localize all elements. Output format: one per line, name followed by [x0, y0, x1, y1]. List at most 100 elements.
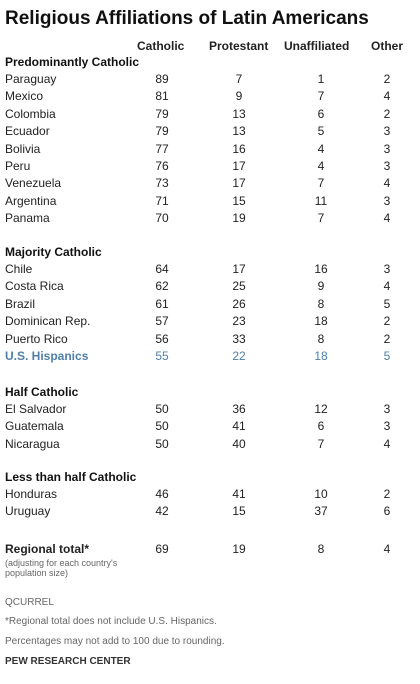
- table-row: El Salvador 50 36 12 3: [0, 402, 420, 419]
- cell-value: 41: [232, 487, 246, 501]
- row-label: El Salvador: [5, 402, 67, 416]
- cell-value: 2: [383, 487, 391, 501]
- column-header-protestant: Protestant: [209, 39, 269, 53]
- table-row: Paraguay 89 7 1 2: [0, 72, 420, 89]
- cell-value: 89: [155, 72, 169, 86]
- cell-value: 19: [232, 542, 246, 556]
- cell-value: 8: [317, 542, 325, 556]
- column-header-unaffiliated: Unaffiliated: [284, 39, 350, 53]
- cell-value: 3: [383, 194, 391, 208]
- table-row: Chile 64 17 16 3: [0, 262, 420, 279]
- row-label: Chile: [5, 262, 33, 276]
- regional-total-note: (adjusting for each country's population…: [5, 558, 118, 578]
- cell-value: 55: [155, 349, 169, 363]
- table-row: Argentina 71 15 11 3: [0, 194, 420, 211]
- cell-value: 3: [383, 159, 391, 173]
- column-header-catholic: Catholic: [137, 39, 185, 53]
- cell-value: 4: [317, 142, 325, 156]
- cell-value: 7: [317, 211, 325, 225]
- source-code: QCURREL: [5, 597, 54, 608]
- row-label: Regional total*: [5, 542, 90, 556]
- cell-value: 46: [155, 487, 169, 501]
- cell-value: 6: [317, 107, 325, 121]
- cell-value: 61: [155, 297, 169, 311]
- cell-value: 15: [232, 194, 246, 208]
- cell-value: 5: [317, 124, 325, 138]
- row-label: Panama: [5, 211, 50, 225]
- cell-value: 6: [383, 504, 391, 518]
- cell-value: 10: [314, 487, 328, 501]
- cell-value: 73: [155, 176, 169, 190]
- cell-value: 18: [314, 314, 328, 328]
- cell-value: 79: [155, 107, 169, 121]
- cell-value: 2: [383, 332, 391, 346]
- section-label: Half Catholic: [5, 385, 79, 399]
- row-label: U.S. Hispanics: [5, 349, 89, 363]
- cell-value: 37: [314, 504, 328, 518]
- table-row: Honduras 46 41 10 2: [0, 487, 420, 504]
- cell-value: 50: [155, 437, 169, 451]
- table-row: Puerto Rico 56 33 8 2: [0, 332, 420, 349]
- cell-value: 17: [232, 176, 246, 190]
- cell-value: 4: [317, 159, 325, 173]
- table-row: Dominican Rep. 57 23 18 2: [0, 314, 420, 331]
- cell-value: 5: [383, 349, 391, 363]
- cell-value: 3: [383, 419, 391, 433]
- table-row: Costa Rica 62 25 9 4: [0, 279, 420, 296]
- cell-value: 77: [155, 142, 169, 156]
- cell-value: 57: [155, 314, 169, 328]
- row-label: Nicaragua: [5, 437, 60, 451]
- cell-value: 17: [232, 159, 246, 173]
- cell-value: 5: [383, 297, 391, 311]
- cell-value: 11: [314, 194, 328, 208]
- cell-value: 4: [383, 542, 391, 556]
- cell-value: 7: [317, 437, 325, 451]
- cell-value: 50: [155, 419, 169, 433]
- cell-value: 16: [232, 142, 246, 156]
- cell-value: 76: [155, 159, 169, 173]
- row-label: Venezuela: [5, 176, 62, 190]
- cell-value: 4: [383, 176, 391, 190]
- cell-value: 42: [155, 504, 169, 518]
- row-label: Honduras: [5, 487, 58, 501]
- cell-value: 8: [317, 332, 325, 346]
- section-label: Predominantly Catholic: [5, 55, 140, 69]
- table-row: Uruguay 42 15 37 6: [0, 504, 420, 521]
- cell-value: 3: [383, 142, 391, 156]
- cell-value: 3: [383, 402, 391, 416]
- cell-value: 40: [232, 437, 246, 451]
- cell-value: 19: [232, 211, 246, 225]
- cell-value: 4: [383, 437, 391, 451]
- cell-value: 7: [235, 72, 243, 86]
- cell-value: 4: [383, 211, 391, 225]
- cell-value: 56: [155, 332, 169, 346]
- cell-value: 25: [232, 279, 246, 293]
- table-row: Ecuador 79 13 5 3: [0, 124, 420, 141]
- row-label: Ecuador: [5, 124, 50, 138]
- cell-value: 36: [232, 402, 246, 416]
- cell-value: 69: [155, 542, 169, 556]
- cell-value: 70: [155, 211, 169, 225]
- table-row: Brazil 61 26 8 5: [0, 297, 420, 314]
- row-label: Bolivia: [5, 142, 41, 156]
- cell-value: 2: [383, 72, 391, 86]
- cell-value: 15: [232, 504, 246, 518]
- cell-value: 13: [232, 124, 246, 138]
- row-label: Puerto Rico: [5, 332, 68, 346]
- table-row: Mexico 81 9 7 4: [0, 89, 420, 106]
- cell-value: 7: [317, 176, 325, 190]
- cell-value: 9: [235, 89, 243, 103]
- cell-value: 17: [232, 262, 246, 276]
- cell-value: 2: [383, 314, 391, 328]
- cell-value: 33: [232, 332, 246, 346]
- row-label: Dominican Rep.: [5, 314, 91, 328]
- table-row: Bolivia 77 16 4 3: [0, 142, 420, 159]
- table-row: Venezuela 73 17 7 4: [0, 176, 420, 193]
- cell-value: 64: [155, 262, 169, 276]
- cell-value: 9: [317, 279, 325, 293]
- cell-value: 62: [155, 279, 169, 293]
- table-row: Nicaragua 50 40 7 4: [0, 437, 420, 454]
- cell-value: 12: [314, 402, 328, 416]
- cell-value: 50: [155, 402, 169, 416]
